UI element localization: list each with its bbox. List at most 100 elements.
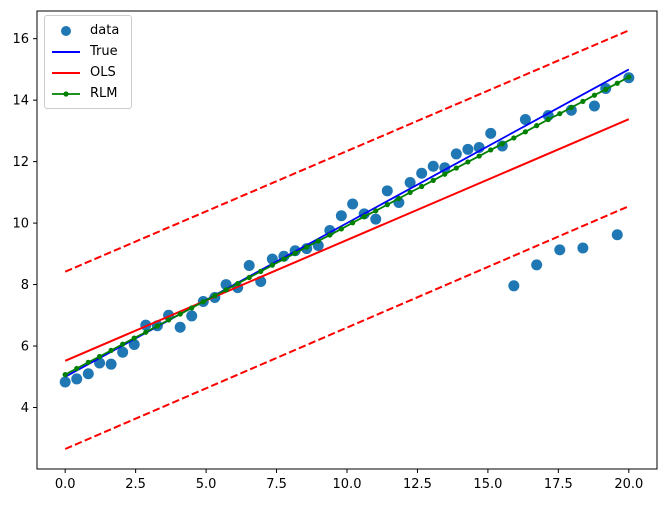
rlm-marker — [235, 281, 241, 287]
data-point — [404, 177, 416, 189]
line-sample-icon — [52, 71, 80, 74]
data-point — [462, 143, 474, 155]
rlm-marker — [580, 98, 586, 104]
rlm-marker — [453, 165, 459, 171]
legend-label-data: data — [90, 22, 120, 38]
data-point — [565, 104, 577, 116]
rlm-marker — [430, 177, 436, 183]
x-tick-label: 5.0 — [196, 477, 217, 492]
rlm-marker — [258, 268, 264, 274]
rlm-marker — [499, 141, 505, 147]
legend-entry-true: True — [51, 41, 119, 62]
line-sample-icon — [52, 50, 80, 53]
rlm-marker — [269, 262, 275, 268]
rlm-marker — [488, 147, 494, 153]
legend-label-rlm: RLM — [90, 85, 118, 101]
data-point — [450, 148, 462, 160]
ols-upper-band-line — [64, 29, 630, 273]
x-tick-label: 17.5 — [544, 477, 573, 492]
rlm-marker — [614, 80, 620, 86]
data-point — [611, 229, 623, 241]
data-point — [71, 373, 83, 385]
data-point — [128, 339, 140, 351]
rlm-marker — [292, 250, 298, 256]
rlm-marker — [96, 353, 103, 360]
y-tick-label: 12 — [12, 155, 29, 170]
rlm-marker — [591, 92, 598, 98]
ols-line — [64, 118, 630, 362]
line-marker-sample-icon — [52, 90, 80, 97]
rlm-marker — [223, 287, 229, 293]
data-point — [174, 321, 186, 333]
rlm-marker — [131, 335, 137, 341]
rlm-marker — [545, 116, 551, 123]
rlm-marker — [85, 359, 91, 365]
data-point — [577, 242, 589, 254]
rlm-marker — [154, 323, 160, 329]
ols-lower-band-line — [64, 205, 630, 450]
legend-entry-data: data — [51, 20, 119, 41]
data-point — [554, 244, 566, 256]
rlm-marker — [407, 189, 413, 195]
rlm-marker — [143, 329, 149, 335]
rlm-marker — [281, 256, 287, 262]
rlm-line — [64, 76, 630, 376]
data-point — [105, 358, 117, 370]
data-point — [243, 260, 255, 272]
y-tick-label: 8 — [21, 278, 29, 293]
data-point — [370, 213, 382, 225]
rlm-marker — [419, 183, 425, 190]
y-tick-label: 4 — [21, 401, 29, 416]
rlm-marker — [177, 311, 183, 317]
rlm-marker — [200, 299, 206, 305]
x-tick-label: 20.0 — [614, 477, 643, 492]
x-tick-label: 2.5 — [125, 477, 146, 492]
rlm-marker — [465, 159, 471, 165]
legend-entry-ols: OLS — [51, 62, 119, 83]
data-point — [82, 368, 94, 380]
rlm-marker — [350, 220, 356, 226]
rlm-marker — [534, 123, 540, 129]
data-point — [508, 280, 520, 292]
rlm-marker — [373, 208, 379, 214]
data-point — [59, 376, 71, 388]
rlm-marker — [74, 365, 80, 372]
rlm-marker — [246, 274, 252, 281]
rlm-marker — [603, 86, 609, 92]
x-tick-label: 0.0 — [55, 477, 76, 492]
rlm-marker — [189, 305, 195, 311]
rlm-marker — [384, 202, 390, 208]
rlm-marker — [212, 293, 218, 299]
rlm-marker — [120, 341, 126, 347]
data-point — [347, 198, 359, 210]
rlm-marker — [166, 317, 172, 323]
y-tick-label: 14 — [12, 94, 29, 109]
legend-label-true: True — [90, 43, 118, 59]
x-tick-label: 15.0 — [473, 477, 502, 492]
rlm-marker — [557, 111, 563, 117]
x-tick-label: 12.5 — [403, 477, 432, 492]
rlm-marker — [476, 153, 482, 159]
y-tick-label: 6 — [21, 340, 29, 355]
rlm-marker — [62, 372, 68, 378]
data-point — [117, 346, 129, 358]
data-point — [485, 127, 497, 139]
data-point — [381, 185, 393, 197]
data-point — [335, 210, 347, 222]
y-tick-label: 16 — [12, 32, 29, 47]
legend-label-ols: OLS — [90, 64, 116, 80]
scatter-marker-icon — [61, 25, 71, 36]
rlm-marker — [442, 171, 448, 177]
legend: data True OLS RLM — [44, 15, 133, 109]
data-point — [427, 160, 439, 172]
data-point — [588, 100, 600, 112]
rlm-marker — [522, 129, 528, 135]
rlm-marker — [304, 244, 310, 250]
data-point — [531, 259, 543, 271]
rlm-marker — [315, 238, 321, 244]
rlm-marker — [361, 214, 367, 220]
y-tick-label: 10 — [12, 217, 29, 232]
data-point — [186, 310, 198, 322]
data-point — [416, 167, 428, 179]
